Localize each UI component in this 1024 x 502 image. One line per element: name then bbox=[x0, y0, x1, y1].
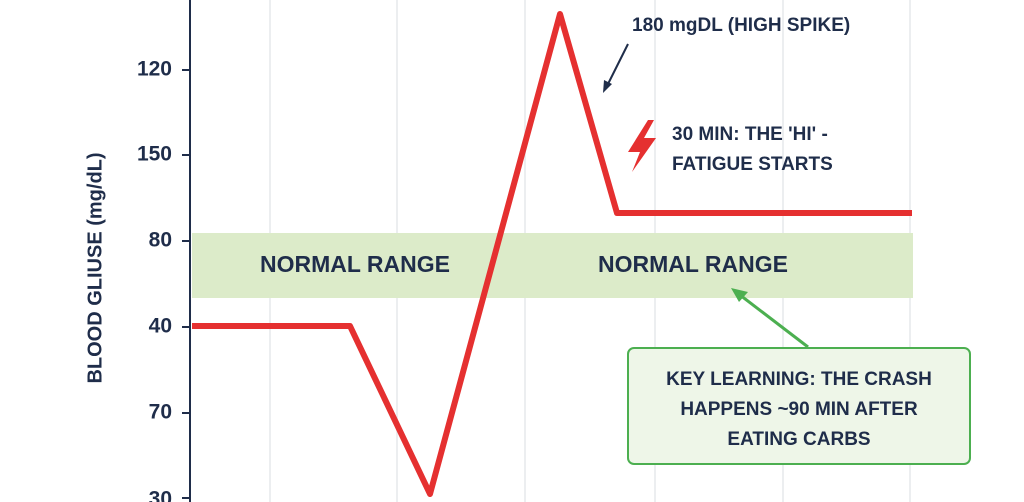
arrow-head bbox=[603, 80, 612, 93]
y-tick-label: 30 bbox=[149, 488, 172, 502]
key-arrow bbox=[739, 293, 809, 349]
glucose-line bbox=[192, 11, 912, 497]
y-tick-label: 120 bbox=[137, 58, 172, 81]
normal-band bbox=[192, 233, 913, 298]
y-tick-label: 80 bbox=[149, 229, 172, 252]
arrow-head bbox=[731, 288, 748, 302]
ticks bbox=[182, 69, 190, 499]
y-tick-label: 150 bbox=[137, 143, 172, 166]
key-label: EATING CARBS bbox=[727, 429, 870, 450]
fatigue-label: FATIGUE STARTS bbox=[672, 154, 833, 175]
band-label: NORMAL RANGE bbox=[260, 251, 450, 277]
y-tick-label: 40 bbox=[149, 315, 172, 338]
spike-label: 180 mgDL (HIGH SPIKE) bbox=[632, 15, 850, 36]
key-box bbox=[627, 347, 971, 465]
key-label: KEY LEARNING: THE CRASH bbox=[666, 369, 932, 390]
y-axis-title: BLOOD GLIUSE (mg/dL) bbox=[84, 152, 106, 383]
y-tick-label: 70 bbox=[149, 401, 172, 424]
fatigue-label: 30 MIN: THE 'HI' - bbox=[672, 124, 828, 145]
lightning-icon bbox=[628, 120, 656, 172]
spike-arrow bbox=[605, 43, 629, 89]
key-label: HAPPENS ~90 MIN AFTER bbox=[680, 399, 918, 420]
band-label: NORMAL RANGE bbox=[598, 251, 788, 277]
